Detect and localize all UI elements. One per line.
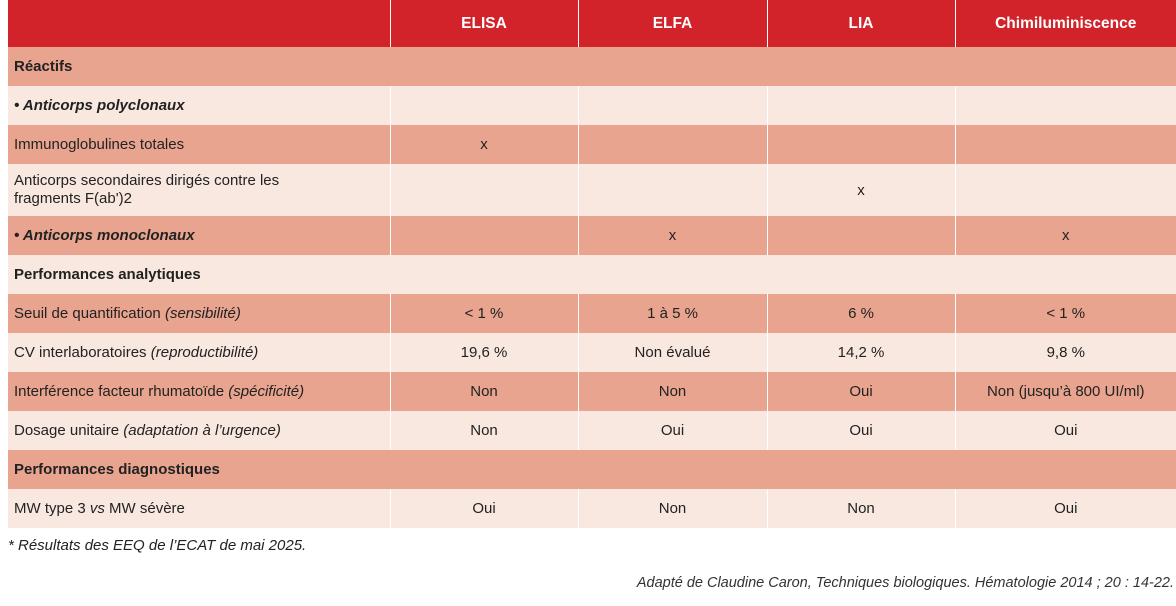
table-row: Anticorps secondaires dirigés contre les…	[8, 164, 1176, 216]
cell: Non (jusqu’à 800 UI/ml)	[955, 372, 1176, 411]
row-label: Anticorps secondaires dirigés contre les…	[8, 164, 391, 216]
cell	[578, 86, 768, 125]
row-label-main: CV interlaboratoires	[14, 343, 147, 361]
cell: < 1 %	[390, 294, 579, 333]
row-label: Interférence facteur rhumatoïde (spécifi…	[8, 372, 391, 411]
header-row: ELISA ELFA LIA Chimiluminiscence	[8, 0, 1176, 47]
cell: Oui	[767, 372, 956, 411]
table-row: CV interlaboratoires (reproductibilité) …	[8, 333, 1176, 372]
row-label: • Anticorps monoclonaux	[8, 216, 391, 255]
row-label-paren: (sensibilité)	[164, 304, 241, 322]
section-reactifs: Réactifs	[8, 47, 1176, 86]
cell: Oui	[578, 411, 768, 450]
cell: Non	[390, 372, 579, 411]
table-row: Immunoglobulines totales x	[8, 125, 1176, 164]
cell: Oui	[767, 411, 956, 450]
row-label-post: MW sévère	[109, 499, 185, 517]
row-label: Seuil de quantification (sensibilité)	[8, 294, 391, 333]
cell	[390, 86, 579, 125]
row-label-paren: (adaptation à l’urgence)	[123, 421, 281, 439]
cell	[578, 164, 768, 216]
table-row: Interférence facteur rhumatoïde (spécifi…	[8, 372, 1176, 411]
header-blank	[8, 0, 391, 47]
cell	[955, 125, 1176, 164]
header-elisa: ELISA	[390, 0, 579, 47]
cell	[390, 216, 579, 255]
cell: Non	[390, 411, 579, 450]
cell: < 1 %	[955, 294, 1176, 333]
cell	[578, 125, 768, 164]
table-row: • Anticorps polyclonaux	[8, 86, 1176, 125]
row-label-paren: (spécificité)	[228, 382, 305, 400]
row-label: MW type 3 vs MW sévère	[8, 489, 391, 528]
cell: Non	[578, 372, 768, 411]
row-label: Dosage unitaire (adaptation à l’urgence)	[8, 411, 391, 450]
cell	[767, 125, 956, 164]
cell	[955, 164, 1176, 216]
row-label-pre: MW type 3	[14, 499, 86, 517]
row-label: • Anticorps polyclonaux	[8, 86, 391, 125]
cell: Non	[578, 489, 768, 528]
section-label: Performances diagnostiques	[8, 450, 1176, 489]
row-label-vs: vs	[89, 499, 105, 517]
cell	[390, 164, 579, 216]
table-row: Dosage unitaire (adaptation à l’urgence)…	[8, 411, 1176, 450]
cell: x	[767, 164, 956, 216]
row-label-paren: (reproductibilité)	[150, 343, 259, 361]
cell: 1 à 5 %	[578, 294, 768, 333]
table-row: Seuil de quantification (sensibilité) < …	[8, 294, 1176, 333]
section-label: Performances analytiques	[8, 255, 1176, 294]
cell: x	[578, 216, 768, 255]
header-elfa: ELFA	[578, 0, 768, 47]
source-citation: Adapté de Claudine Caron, Techniques bio…	[636, 575, 1174, 591]
cell: 6 %	[767, 294, 956, 333]
cell: x	[955, 216, 1176, 255]
row-label: Immunoglobulines totales	[8, 125, 391, 164]
cell: Oui	[955, 489, 1176, 528]
cell	[955, 86, 1176, 125]
cell: Oui	[955, 411, 1176, 450]
row-label-main: Dosage unitaire	[14, 421, 120, 439]
footnote: * Résultats des EEQ de l’ECAT de mai 202…	[8, 537, 307, 554]
row-label: CV interlaboratoires (reproductibilité)	[8, 333, 391, 372]
row-label-text: Anticorps secondaires dirigés contre les…	[14, 172, 280, 207]
comparison-table: ELISA ELFA LIA Chimiluminiscence Réactif…	[8, 0, 1176, 528]
table-row: • Anticorps monoclonaux x x	[8, 216, 1176, 255]
cell	[767, 86, 956, 125]
section-diagnostiques: Performances diagnostiques	[8, 450, 1176, 489]
table-row: MW type 3 vs MW sévère Oui Non Non Oui	[8, 489, 1176, 528]
header-lia: LIA	[767, 0, 956, 47]
row-label-main: Seuil de quantification	[14, 304, 161, 322]
cell: 14,2 %	[767, 333, 956, 372]
section-label: Réactifs	[8, 47, 1176, 86]
cell: Non évalué	[578, 333, 768, 372]
cell: 9,8 %	[955, 333, 1176, 372]
cell: Oui	[390, 489, 579, 528]
row-label-main: Interférence facteur rhumatoïde	[14, 382, 225, 400]
section-analytiques: Performances analytiques	[8, 255, 1176, 294]
cell: 19,6 %	[390, 333, 579, 372]
cell: x	[390, 125, 579, 164]
header-chimiluminiscence: Chimiluminiscence	[955, 0, 1176, 47]
cell	[767, 216, 956, 255]
cell: Non	[767, 489, 956, 528]
